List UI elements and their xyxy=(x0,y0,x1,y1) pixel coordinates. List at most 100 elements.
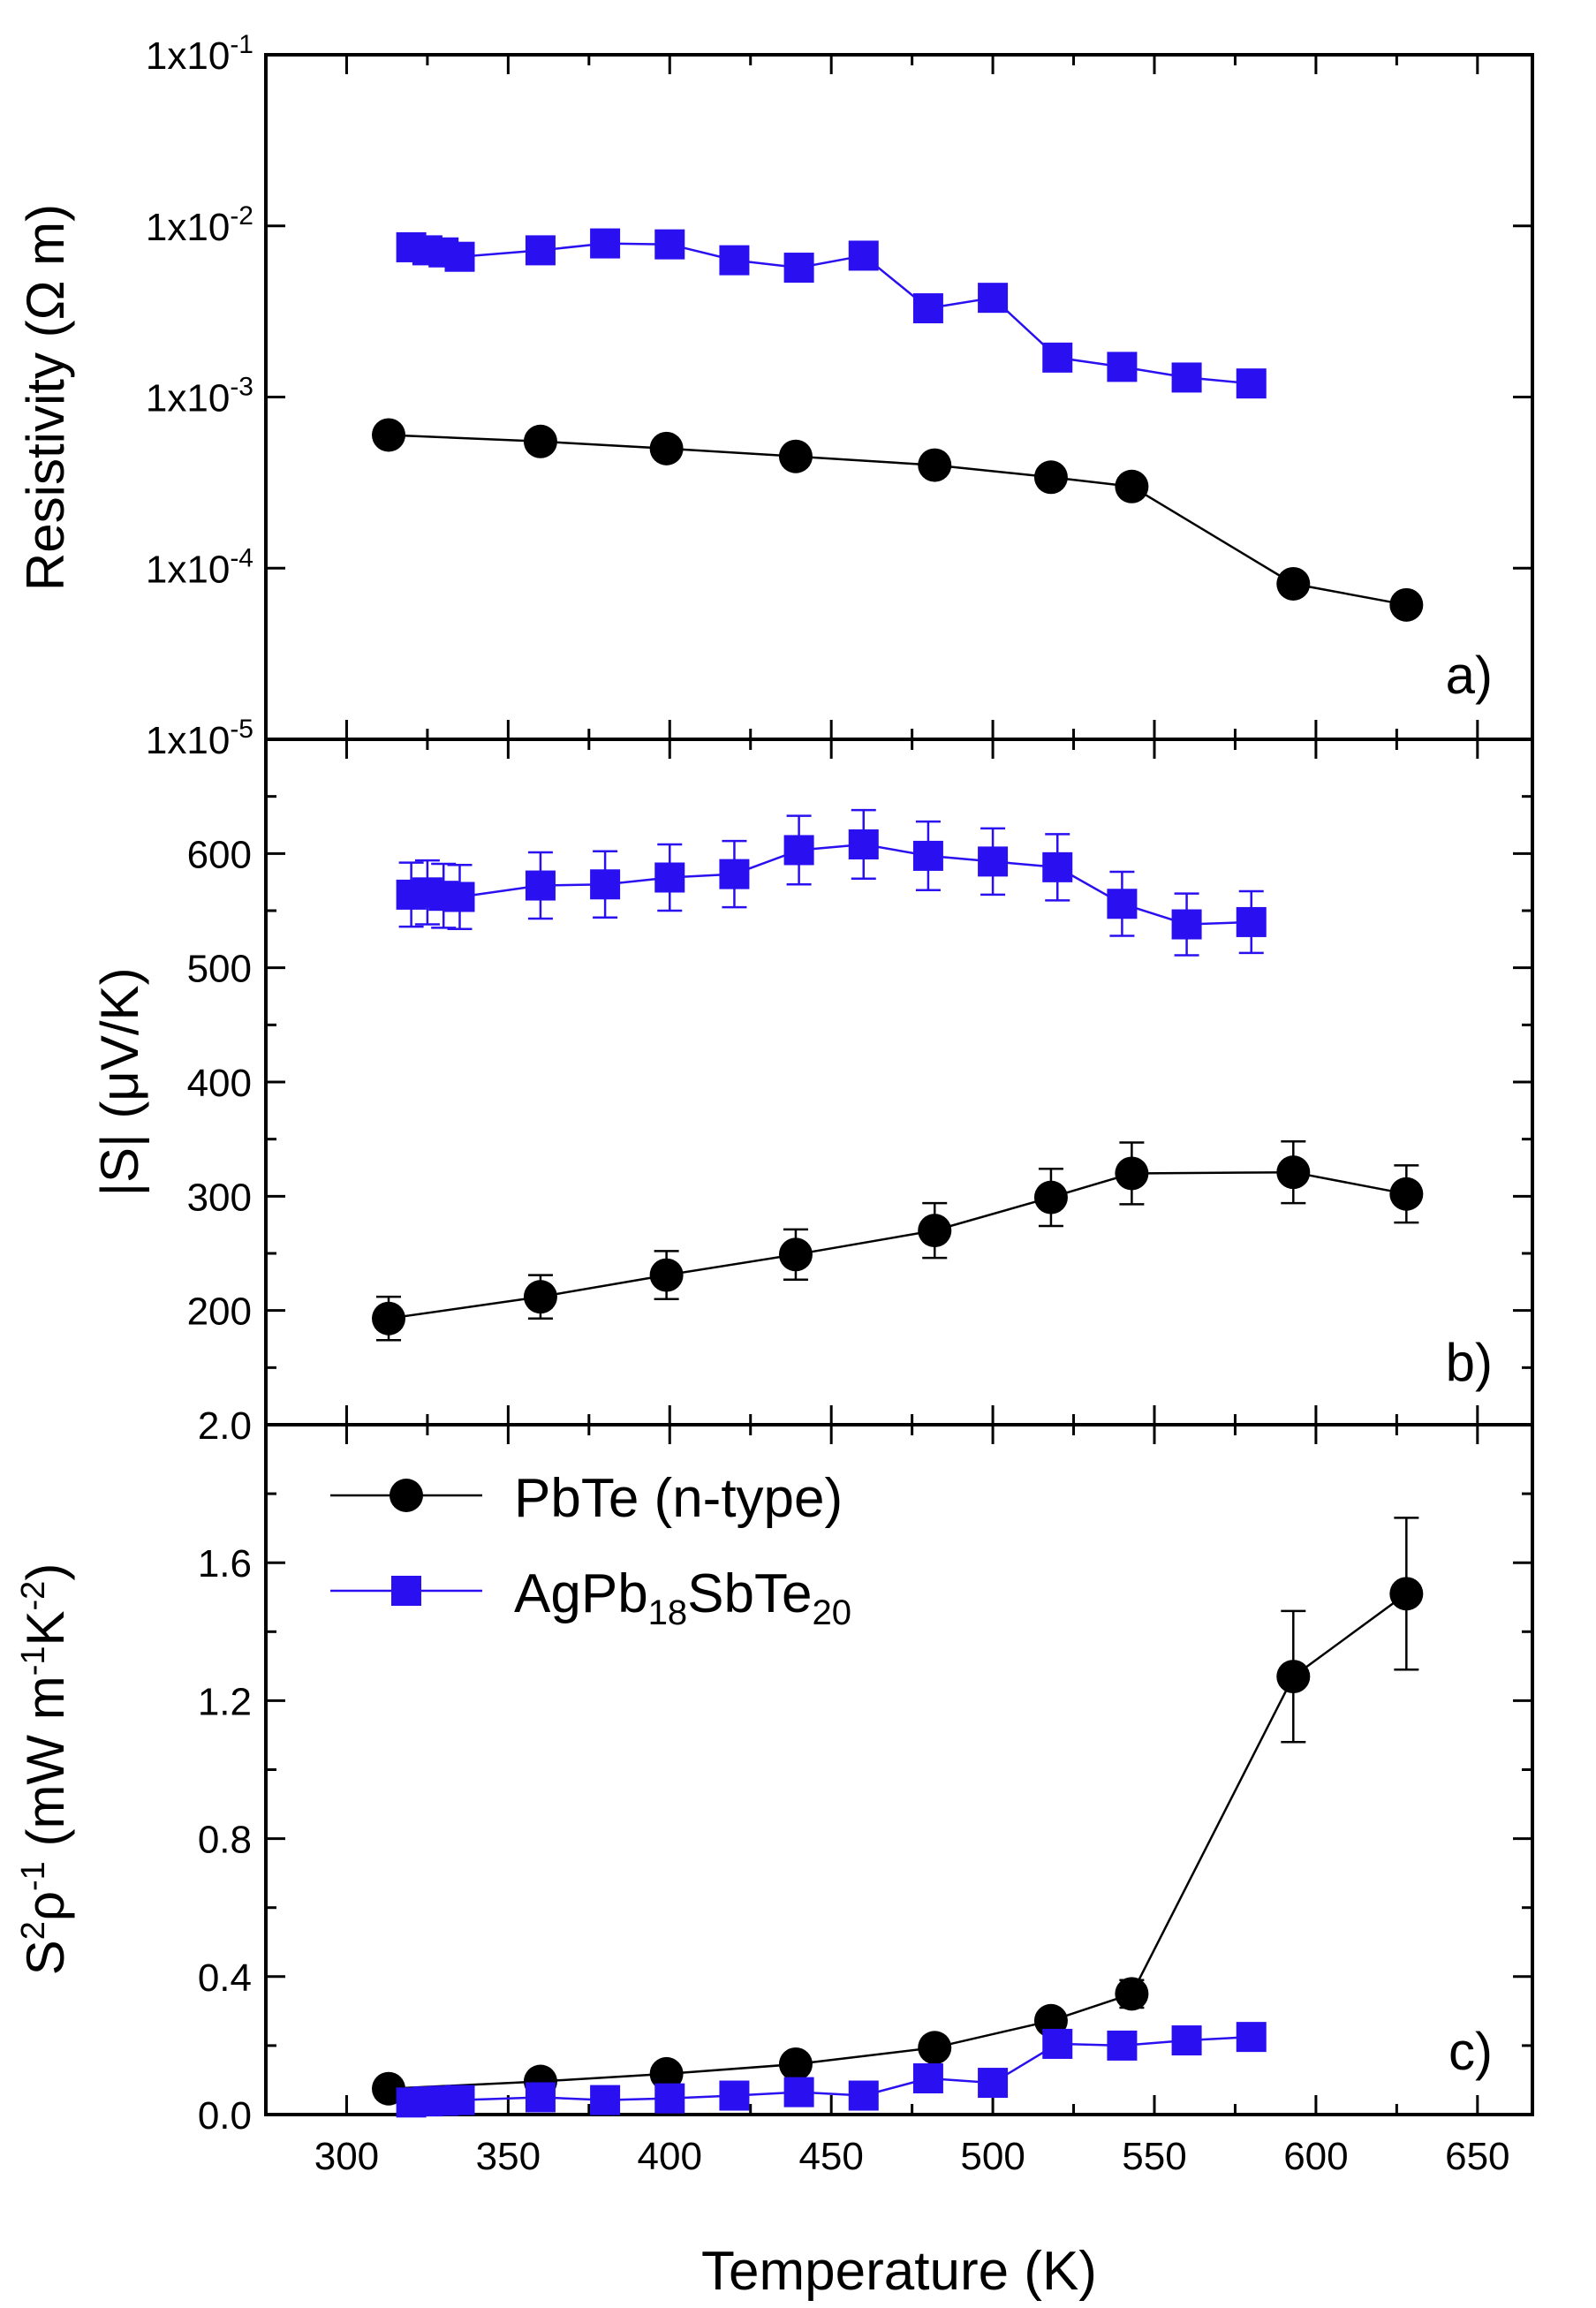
data-point-ag xyxy=(1042,851,1073,882)
data-point-ag xyxy=(848,829,879,859)
data-point-pbte xyxy=(778,2047,813,2081)
data-point-pbte xyxy=(1115,469,1149,503)
x-tick-label: 350 xyxy=(476,2135,541,2178)
data-point-pbte xyxy=(918,1214,952,1248)
y-tick-label: 0.4 xyxy=(198,1956,252,2000)
data-point-ag xyxy=(1171,362,1202,393)
x-tick-label: 400 xyxy=(638,2135,702,2178)
data-point-pbte xyxy=(649,1258,684,1292)
data-point-pbte xyxy=(778,1237,813,1272)
y-tick-label: 600 xyxy=(187,833,252,876)
x-axis-title: Temperature (K) xyxy=(701,2241,1097,2302)
y-tick-label: 1.2 xyxy=(198,1680,252,1723)
panel-label-c: c) xyxy=(1449,2022,1493,2081)
data-point-ag xyxy=(590,2085,621,2115)
x-tick-label: 500 xyxy=(960,2135,1025,2178)
panel-a-ylabel: Resistivity (Ω m) xyxy=(16,204,75,591)
data-point-pbte xyxy=(918,448,952,482)
data-point-ag xyxy=(444,882,475,912)
data-point-pbte xyxy=(1115,1156,1149,1191)
y-tick-label: 1.6 xyxy=(198,1542,252,1585)
data-point-ag xyxy=(590,228,621,259)
data-point-ag xyxy=(848,2080,879,2111)
data-point-ag xyxy=(444,241,475,272)
legend: PbTe (n-type) AgPb18SbTe20 xyxy=(330,1468,851,1632)
data-point-pbte xyxy=(372,1301,406,1336)
data-point-pbte xyxy=(1276,1155,1311,1190)
data-point-pbte xyxy=(918,2031,952,2065)
data-point-ag xyxy=(590,869,621,900)
data-point-ag xyxy=(1236,368,1267,399)
data-point-ag xyxy=(978,283,1009,314)
data-point-ag xyxy=(1042,2028,1073,2059)
x-tick-label: 600 xyxy=(1283,2135,1348,2178)
data-point-ag xyxy=(783,2077,814,2107)
data-point-pbte xyxy=(1389,1577,1424,1611)
legend-marker-pbte xyxy=(390,1479,423,1512)
data-point-ag xyxy=(1171,909,1202,940)
data-point-pbte xyxy=(1276,566,1311,601)
data-point-ag xyxy=(912,840,943,871)
data-point-pbte xyxy=(649,431,684,465)
legend-marker-ag xyxy=(391,1576,421,1606)
data-point-pbte xyxy=(523,1280,557,1314)
data-point-ag xyxy=(978,846,1009,877)
data-point-pbte xyxy=(1033,460,1068,495)
data-point-ag xyxy=(1042,342,1073,373)
legend-label-pbte: PbTe (n-type) xyxy=(514,1468,843,1529)
data-point-pbte xyxy=(523,424,557,458)
y-tick-label: 0.8 xyxy=(198,1819,252,1862)
y-tick-label: 0.0 xyxy=(198,2094,252,2138)
data-point-ag xyxy=(719,245,750,276)
data-point-ag xyxy=(1236,906,1267,937)
data-point-ag xyxy=(783,253,814,284)
data-point-pbte xyxy=(649,2056,684,2091)
data-point-ag xyxy=(1107,889,1138,919)
data-point-pbte xyxy=(1033,1180,1068,1215)
x-tick-label: 300 xyxy=(314,2135,379,2178)
y-tick-label: 300 xyxy=(187,1176,252,1219)
data-point-ag xyxy=(1107,352,1138,382)
data-point-ag xyxy=(444,2085,475,2115)
data-point-ag xyxy=(719,2080,750,2111)
x-tick-label: 550 xyxy=(1122,2135,1186,2178)
data-point-ag xyxy=(525,235,556,266)
data-point-ag xyxy=(719,859,750,889)
y-tick-label: 1x10-2 xyxy=(146,201,253,249)
legend-label-ag: AgPb18SbTe20 xyxy=(514,1563,851,1632)
data-point-ag xyxy=(912,293,943,324)
y-tick-label: 1x10-3 xyxy=(146,373,253,420)
y-tick-label: 1x10-4 xyxy=(146,543,253,591)
panel-label-a: a) xyxy=(1446,646,1493,705)
data-point-pbte xyxy=(1389,1177,1424,1211)
y-tick-label: 200 xyxy=(187,1290,252,1334)
data-point-pbte xyxy=(778,439,813,473)
x-tick-label: 650 xyxy=(1445,2135,1509,2178)
data-point-ag xyxy=(525,870,556,901)
data-point-pbte xyxy=(1115,1977,1149,2011)
y-tick-label: 400 xyxy=(187,1062,252,1105)
data-point-ag xyxy=(912,2062,943,2093)
x-tick-label: 450 xyxy=(798,2135,863,2178)
data-point-ag xyxy=(654,2083,685,2114)
data-point-pbte xyxy=(1276,1660,1311,1694)
data-point-ag xyxy=(654,862,685,893)
data-point-ag xyxy=(654,229,685,260)
data-point-pbte xyxy=(1389,587,1424,622)
panel-c-ylabel: S2ρ-1 (mW m-1K-2) xyxy=(15,1563,75,1976)
data-point-ag xyxy=(978,2068,1009,2099)
y-tick-label: 1x10-5 xyxy=(146,715,253,762)
data-point-ag xyxy=(525,2082,556,2113)
data-point-ag xyxy=(783,835,814,866)
y-tick-label: 1x10-1 xyxy=(146,30,253,78)
data-point-ag xyxy=(1171,2025,1202,2056)
data-point-pbte xyxy=(372,418,406,452)
data-point-ag xyxy=(1236,2022,1267,2053)
y-tick-label: 500 xyxy=(187,948,252,991)
panel-b-ylabel: |S| (μV/K) xyxy=(90,967,149,1196)
data-point-ag xyxy=(1107,2030,1138,2061)
y-tick-label: 2.0 xyxy=(198,1404,252,1448)
panel-label-b: b) xyxy=(1446,1333,1493,1392)
data-point-ag xyxy=(848,240,879,271)
